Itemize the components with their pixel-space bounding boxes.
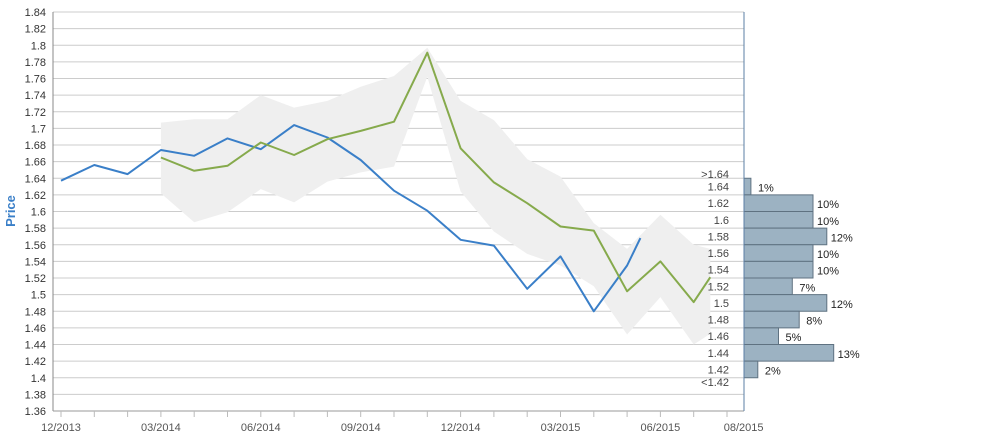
series-line-2 <box>160 51 712 304</box>
y-tick-label: 1.5 <box>31 290 46 302</box>
x-tick-label: 09/2014 <box>341 422 381 434</box>
x-tick-label: 06/2015 <box>641 422 681 434</box>
histogram-percent-label: 8% <box>806 316 822 328</box>
histogram-bin-label: 1.64 <box>708 182 729 194</box>
y-tick-label: 1.7 <box>31 123 46 135</box>
histogram-percent-label: 13% <box>838 349 860 361</box>
histogram-percent-label: 12% <box>831 232 853 244</box>
histogram-bar <box>743 310 800 329</box>
histogram-bin-label: 1.42 <box>708 364 729 376</box>
histogram-bin-label: 1.54 <box>708 265 729 277</box>
y-tick-label: 1.42 <box>25 356 46 368</box>
histogram-bar <box>743 327 779 345</box>
forecast-band-area <box>160 47 711 345</box>
histogram-percent-label: 10% <box>817 199 839 211</box>
x-tick-label: 12/2014 <box>441 422 481 434</box>
histogram-bar <box>743 194 814 212</box>
y-tick-label: 1.6 <box>31 207 46 219</box>
y-tick-label: 1.8 <box>31 40 46 52</box>
histogram-percent-label: 5% <box>786 332 802 344</box>
x-tick-label: 08/2015 <box>724 422 764 434</box>
y-axis-label: Price <box>3 195 18 227</box>
histogram-bar <box>743 294 828 312</box>
x-tick-label: 03/2014 <box>141 422 181 434</box>
histogram-bin-label: 1.48 <box>708 315 729 327</box>
y-tick-label: 1.4 <box>31 373 46 385</box>
y-tick-label: 1.62 <box>25 190 46 202</box>
y-tick-label: 1.44 <box>25 340 46 352</box>
y-tick-label: 1.58 <box>25 223 46 235</box>
histogram-bar <box>743 177 752 196</box>
histogram-bar <box>743 211 814 229</box>
y-tick-label: 1.36 <box>25 406 46 418</box>
histogram-bin-label: 1.44 <box>708 348 729 360</box>
y-tick-label: 1.48 <box>25 306 46 318</box>
y-tick-label: 1.66 <box>25 157 46 169</box>
y-tick-label: 1.56 <box>25 240 46 252</box>
histogram-bin-label: 1.5 <box>714 298 729 310</box>
axes: 1.36 1.38 1.4 1.42 1.44 1.46 1.48 1.5 1.52 1.54 1.… <box>25 7 764 434</box>
y-tick-label: 1.54 <box>25 256 46 268</box>
histogram-percent-label: 10% <box>817 216 839 228</box>
histogram-bar <box>743 260 814 279</box>
y-tick-label: 1.74 <box>25 90 46 102</box>
forecast-band <box>160 47 711 345</box>
y-tick-label: 1.72 <box>25 107 46 119</box>
histogram-percent-label: 1% <box>758 183 774 195</box>
histogram-bar <box>743 360 759 379</box>
y-tick-label: 1.46 <box>25 323 46 335</box>
histogram-percent-label: 2% <box>765 365 781 377</box>
histogram-percent-label: 7% <box>799 282 815 294</box>
histogram-bar <box>743 277 793 296</box>
y-tick-label: 1.84 <box>25 7 46 19</box>
x-tick-label: 12/2013 <box>41 422 81 434</box>
histogram-bar <box>743 344 835 362</box>
y-tick-label: 1.68 <box>25 140 46 152</box>
y-tick-label: 1.76 <box>25 74 46 86</box>
histogram-percent-label: 12% <box>831 299 853 311</box>
histogram-bin-label: 1.6 <box>714 215 729 227</box>
histogram-bin-label: >1.64 <box>701 169 729 181</box>
histogram-bin-label: 1.52 <box>708 281 729 293</box>
histogram-bin-label: 1.46 <box>708 331 729 343</box>
series-line-1 <box>60 124 642 313</box>
histogram-bin-label: 1.56 <box>708 248 729 260</box>
y-tick-label: 1.82 <box>25 24 46 36</box>
histogram-bin-label: <1.42 <box>701 377 729 389</box>
histogram-percent-label: 10% <box>817 249 839 261</box>
histogram-percent-label: 10% <box>817 266 839 278</box>
y-tick-label: 1.64 <box>25 173 46 185</box>
histogram-bar <box>743 244 814 262</box>
histogram-bar <box>743 227 828 246</box>
histogram: >1.641.64 1% 1.62 10% 1.6 10% 1.58 12% 1.56 10% 1.… <box>701 169 860 389</box>
histogram-bin-label: 1.62 <box>708 198 729 210</box>
y-tick-label: 1.38 <box>25 389 46 401</box>
grid-lines <box>53 11 744 412</box>
x-tick-label: 06/2014 <box>241 422 281 434</box>
series-lines <box>60 51 712 313</box>
histogram-bin-label: 1.58 <box>708 231 729 243</box>
y-tick-label: 1.52 <box>25 273 46 285</box>
x-tick-label: 03/2015 <box>541 422 581 434</box>
y-tick-label: 1.78 <box>25 57 46 69</box>
